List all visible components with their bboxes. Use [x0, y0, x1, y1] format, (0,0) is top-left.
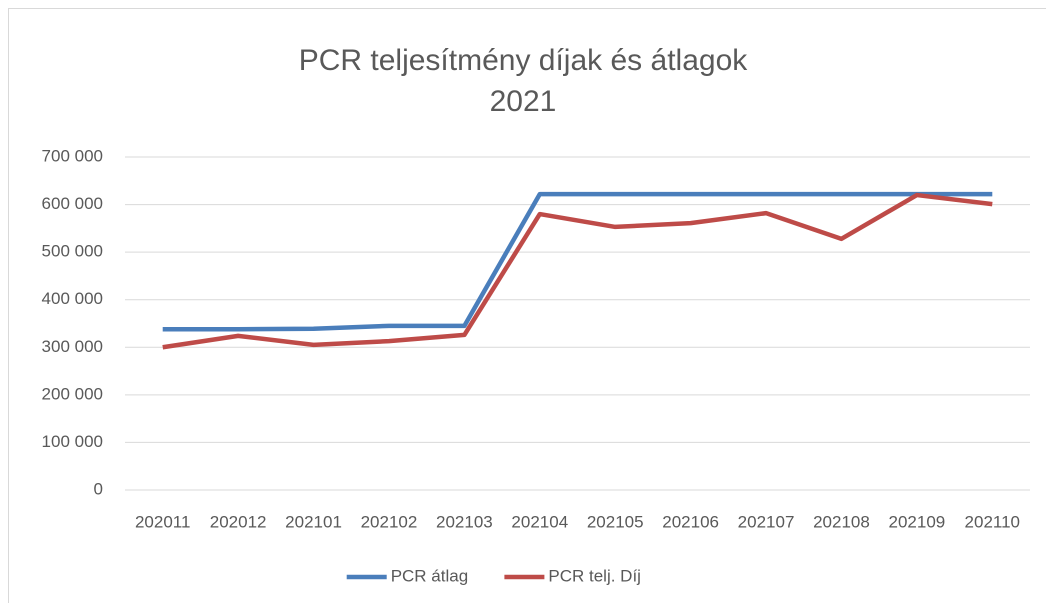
x-tick-label: 202104 — [511, 512, 568, 531]
y-tick-label: 300 000 — [42, 337, 103, 356]
y-tick-label: 200 000 — [42, 384, 103, 403]
x-tick-label: 202101 — [285, 512, 342, 531]
y-tick-label: 700 000 — [42, 146, 103, 165]
x-tick-label: 202103 — [436, 512, 493, 531]
x-tick-label: 202105 — [587, 512, 644, 531]
y-tick-label: 100 000 — [42, 432, 103, 451]
y-tick-label: 400 000 — [42, 289, 103, 308]
legend-label: PCR telj. Díj — [548, 566, 641, 585]
x-tick-label: 202012 — [210, 512, 267, 531]
x-tick-label: 202110 — [965, 512, 1020, 531]
x-tick-label: 202109 — [889, 512, 946, 531]
chart-frame — [8, 8, 1046, 603]
y-tick-label: 500 000 — [42, 242, 103, 261]
y-tick-label: 0 — [94, 479, 103, 498]
y-tick-label: 600 000 — [42, 194, 103, 213]
line-series — [162, 192, 993, 350]
x-tick-label: 202108 — [813, 512, 870, 531]
chart-subtitle: 2021 — [490, 85, 557, 118]
x-tick-label: 202102 — [361, 512, 418, 531]
x-tick-label: 202011 — [135, 512, 190, 531]
line-series — [162, 191, 993, 332]
x-tick-label: 202107 — [738, 512, 795, 531]
legend-label: PCR átlag — [391, 566, 468, 585]
x-tick-label: 202106 — [662, 512, 719, 531]
chart-title: PCR teljesítmény díjak és átlagok — [299, 44, 749, 77]
